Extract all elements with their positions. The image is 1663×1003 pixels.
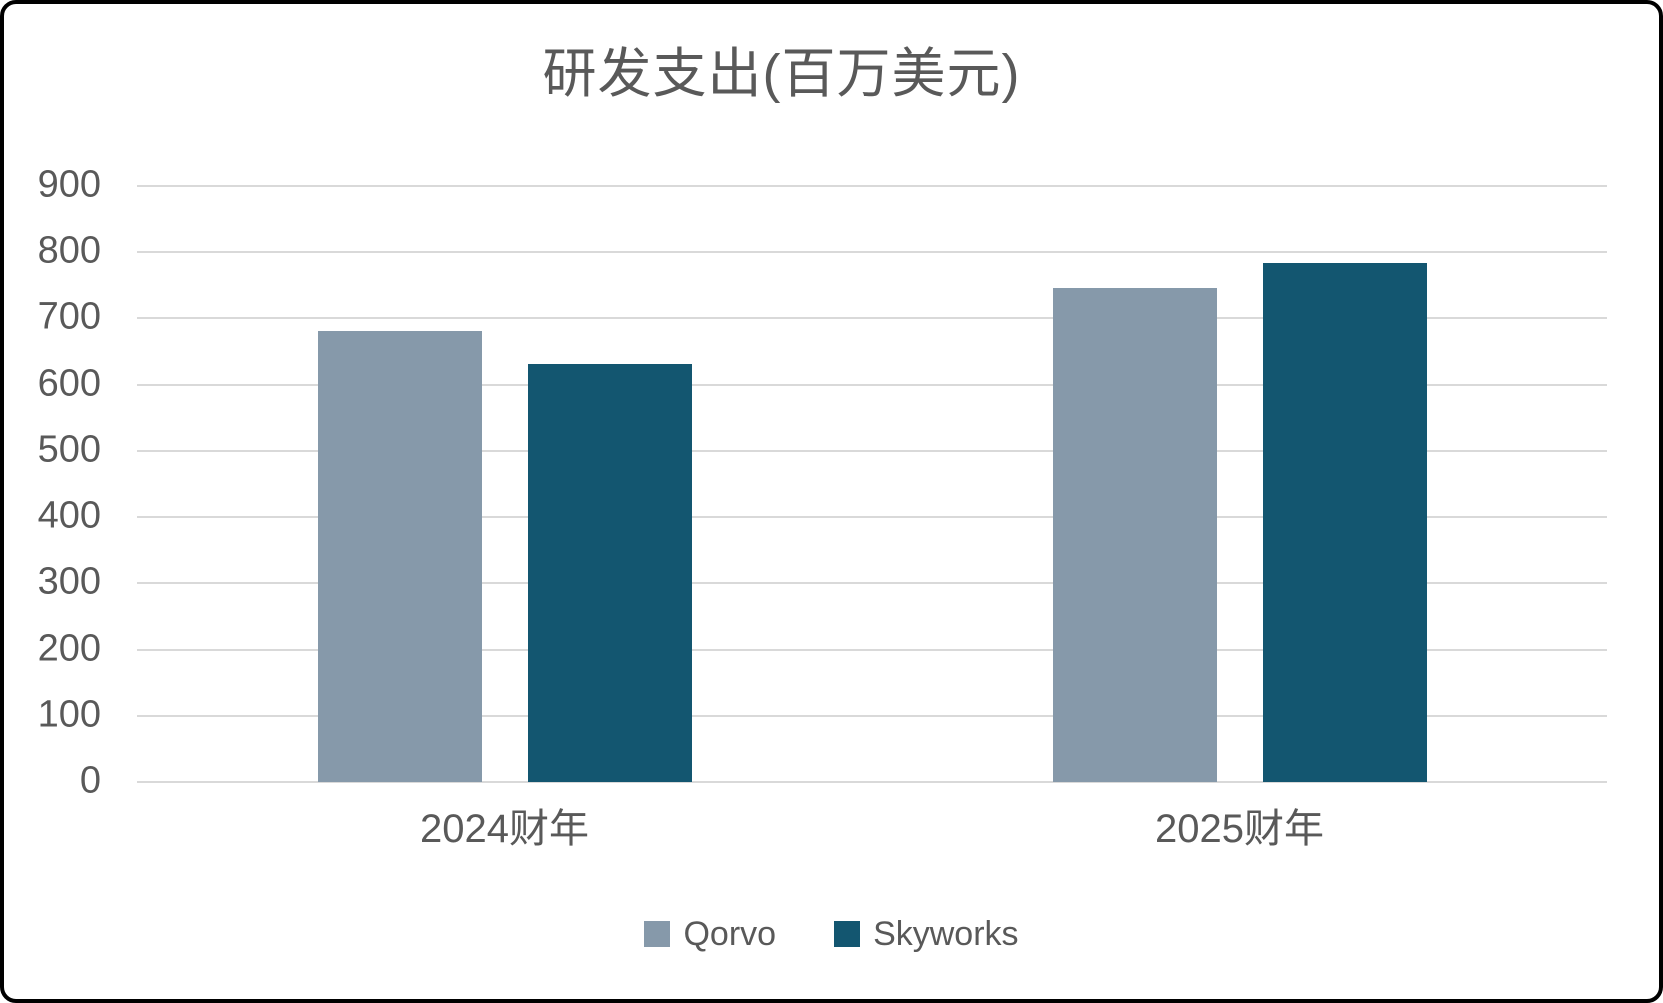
legend-label: Qorvo bbox=[683, 914, 777, 953]
x-axis-category-label: 2025财年 bbox=[1155, 807, 1324, 851]
y-axis-tick-label: 600 bbox=[37, 362, 101, 405]
gridline bbox=[137, 383, 1607, 386]
bar-group-2025财年 bbox=[1052, 186, 1427, 782]
y-axis-tick-label: 200 bbox=[37, 627, 101, 670]
gridline bbox=[137, 185, 1607, 187]
y-axis-tick-label: 400 bbox=[37, 494, 101, 537]
y-axis-tick-label: 300 bbox=[37, 560, 101, 603]
gridline bbox=[137, 648, 1607, 651]
chart-title: 研发支出(百万美元) bbox=[542, 44, 1021, 104]
gridline bbox=[137, 781, 1607, 783]
legend: Qorvo Skyworks bbox=[4, 907, 1659, 961]
gridline bbox=[137, 317, 1607, 320]
legend-label: Skyworks bbox=[873, 914, 1019, 953]
legend-item-skyworks: Skyworks bbox=[834, 914, 1019, 954]
legend-swatch-icon bbox=[834, 921, 861, 947]
plot-area: 0 100 200 300 400 500 600 700 800 900 2024财年 2025财年 bbox=[38, 164, 1607, 851]
y-axis-tick-label: 700 bbox=[37, 296, 101, 339]
legend-item-qorvo: Qorvo bbox=[644, 915, 776, 954]
y-axis-tick-label: 0 bbox=[79, 759, 101, 802]
bar-skyworks-2024财年 bbox=[527, 364, 692, 782]
gridline bbox=[137, 714, 1607, 717]
gridline bbox=[137, 449, 1607, 452]
y-axis-tick-label: 900 bbox=[37, 163, 101, 206]
legend-swatch-icon bbox=[644, 921, 671, 947]
bar-skyworks-2025财年 bbox=[1262, 262, 1427, 782]
gridline bbox=[137, 251, 1607, 254]
x-axis-category-label: 2024财年 bbox=[420, 807, 589, 851]
y-axis-tick-label: 100 bbox=[37, 693, 101, 736]
y-axis-tick-label: 500 bbox=[37, 428, 101, 471]
bar-group-2024财年 bbox=[317, 186, 692, 782]
y-axis-tick-label: 800 bbox=[37, 229, 101, 272]
gridline bbox=[137, 516, 1607, 519]
gridline bbox=[137, 582, 1607, 585]
bar-qorvo-2024财年 bbox=[317, 331, 482, 782]
bar-qorvo-2025财年 bbox=[1052, 287, 1217, 782]
